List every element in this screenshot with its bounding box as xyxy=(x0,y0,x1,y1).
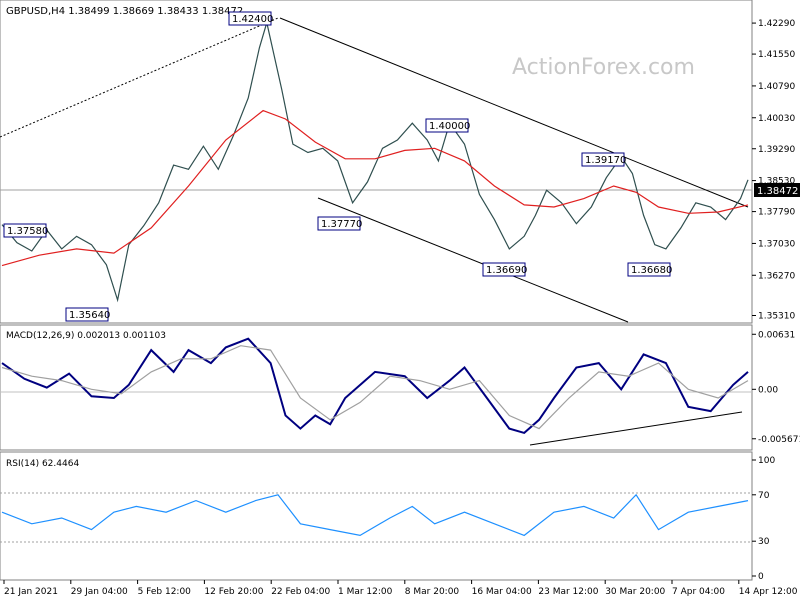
price-annotations: 1.42400 1.40000 1.39170 1.37770 1.37580 1.366… xyxy=(3,11,672,322)
price-label-box xyxy=(581,152,625,167)
macd-divergence-line xyxy=(529,411,743,446)
x-tick-label: 23 Mar 12:00 xyxy=(538,587,598,597)
macd-series-macd xyxy=(1,337,749,435)
last-price-badge: 1.38472 xyxy=(754,183,800,197)
rsi-panel-frame xyxy=(0,451,753,581)
y-tick-label: 70 xyxy=(758,491,770,501)
price-label: 1.39170 xyxy=(585,155,626,166)
macd-title: MACD(12,26,9) 0.002013 0.001103 xyxy=(6,331,166,341)
time-axis: 21 Jan 2021 29 Jan 04:00 5 Feb 12:00 12 Feb… xyxy=(3,580,798,597)
price-label-box xyxy=(482,262,526,277)
price-label-box xyxy=(425,118,469,133)
macd-panel-frame xyxy=(0,324,753,451)
x-tick-label: 21 Jan 2021 xyxy=(4,587,58,597)
channel-lower-line xyxy=(317,197,629,323)
y-tick-label: 1.35310 xyxy=(758,311,795,321)
y-tick-label: 1.40790 xyxy=(758,82,795,92)
x-tick-label: 22 Feb 04:00 xyxy=(271,587,330,597)
y-tick-label: 1.36270 xyxy=(758,271,795,281)
price-label-box xyxy=(317,216,361,231)
price-label: 1.37770 xyxy=(321,219,362,230)
price-label: 1.40000 xyxy=(429,121,470,132)
y-tick-label: 1.42290 xyxy=(758,19,795,29)
price-label: 1.37580 xyxy=(7,226,48,237)
x-tick-label: 14 Apr 12:00 xyxy=(739,587,798,597)
y-tick-label: 0 xyxy=(758,572,764,582)
price-series-ma xyxy=(1,109,749,267)
x-tick-label: 7 Apr 04:00 xyxy=(672,587,725,597)
price-label-box xyxy=(3,223,47,238)
chart-title: GBPUSD,H4 1.38499 1.38669 1.38433 1.3847… xyxy=(6,6,243,17)
price-axis: 1.42920 1.42290 1.41550 1.40790 1.40030 1.392… xyxy=(752,0,795,321)
price-label: 1.35640 xyxy=(69,310,110,321)
y-tick-label: -0.005671 xyxy=(758,435,800,445)
y-tick-label: 1.37030 xyxy=(758,239,795,249)
trendlines xyxy=(0,17,749,323)
macd-axis: 0.00631 0.00 -0.005671 xyxy=(752,330,800,445)
macd-series xyxy=(1,337,749,435)
rsi-series xyxy=(1,493,749,537)
price-label: 1.42400 xyxy=(232,14,273,25)
macd-series-signal xyxy=(1,345,749,430)
x-tick-label: 12 Feb 20:00 xyxy=(204,587,263,597)
x-tick-label: 1 Mar 12:00 xyxy=(338,587,393,597)
rsi-title: RSI(14) 62.4464 xyxy=(6,459,79,469)
x-tick-label: 29 Jan 04:00 xyxy=(71,587,128,597)
rsi-series-rsi xyxy=(1,493,749,537)
y-tick-label: 1.38530 xyxy=(758,177,795,187)
price-panel: GBPUSD,H4 1.38499 1.38669 1.38433 1.3847… xyxy=(0,0,800,324)
x-tick-label: 5 Feb 12:00 xyxy=(138,587,192,597)
channel-upper-line xyxy=(279,17,749,208)
y-tick-label: 0.00 xyxy=(758,385,778,395)
y-tick-label: 1.41550 xyxy=(758,50,795,60)
price-label: 1.36680 xyxy=(631,265,672,276)
y-tick-label: 0.00631 xyxy=(758,330,795,340)
price-label-box xyxy=(65,307,109,322)
x-tick-label: 16 Mar 04:00 xyxy=(472,587,532,597)
rsi-panel: RSI(14) 62.4464 100 70 30 0 xyxy=(0,451,775,582)
y-tick-label: 100 xyxy=(758,456,775,466)
svg-text:1.38472: 1.38472 xyxy=(757,186,798,197)
y-tick-label: 1.37790 xyxy=(758,208,795,218)
y-tick-label: 1.40030 xyxy=(758,114,795,124)
macd-panel: MACD(12,26,9) 0.002013 0.001103 0.006310… xyxy=(0,324,800,451)
price-series xyxy=(1,20,749,303)
y-tick-label: 30 xyxy=(758,537,770,547)
rsi-axis: 100 70 30 0 xyxy=(752,456,775,582)
price-label: 1.36690 xyxy=(486,265,527,276)
y-tick-label: 1.42920 xyxy=(758,0,795,3)
y-tick-label: 1.39290 xyxy=(758,145,795,155)
x-tick-label: 30 Mar 20:00 xyxy=(605,587,665,597)
price-label-box xyxy=(228,11,272,26)
watermark: ActionForex.com xyxy=(512,55,695,80)
price-label-box xyxy=(627,262,671,277)
x-tick-label: 8 Mar 20:00 xyxy=(405,587,460,597)
